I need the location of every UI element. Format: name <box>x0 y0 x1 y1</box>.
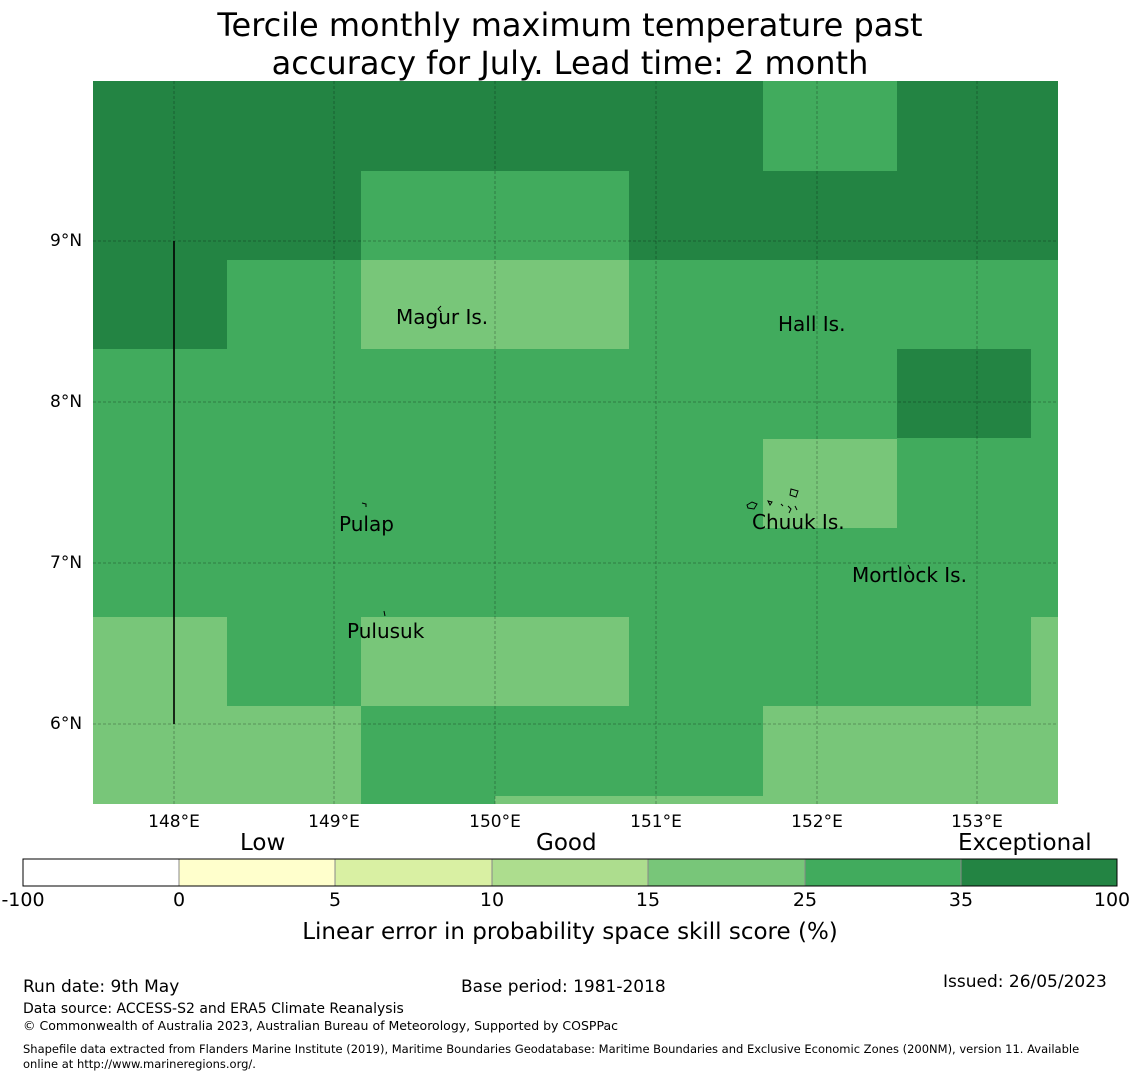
issued-date: Issued: 26/05/2023 <box>943 972 1107 992</box>
mortlock-island-shape <box>907 564 911 570</box>
skill-cells <box>93 81 1058 804</box>
lat-label-9n: 9°N <box>50 231 83 251</box>
colorbar-tick: 35 <box>948 889 974 911</box>
place-label-chuuk: Chuuk Is. <box>752 510 845 534</box>
colorbar-segment-2 <box>179 859 335 886</box>
colorbar-segment-4 <box>492 859 648 886</box>
base-period: Base period: 1981-2018 <box>461 977 666 997</box>
colorbar-segment-6 <box>805 859 961 886</box>
island-outlines <box>361 305 911 617</box>
category-exceptional: Exceptional <box>958 830 1092 856</box>
colorbar-tick: 10 <box>479 889 505 911</box>
cell-light <box>361 260 629 349</box>
shapefile-credit-2: online at http://www.marineregions.org/. <box>23 1057 256 1071</box>
lon-label-149e: 149°E <box>308 812 360 832</box>
chuuk-island-shape <box>746 488 799 514</box>
title-line-2: accuracy for July. Lead time: 2 month <box>271 44 869 82</box>
cell-light <box>495 796 763 804</box>
colorbar <box>22 858 1118 887</box>
colorbar-tick: 25 <box>792 889 818 911</box>
pulusuk-island-shape <box>383 610 386 617</box>
cell-exceptional <box>897 81 1058 260</box>
place-label-hall: Hall Is. <box>778 312 846 336</box>
colorbar-tick: -100 <box>1 889 45 911</box>
data-source: Data source: ACCESS-S2 and ERA5 Climate … <box>23 1001 404 1017</box>
pulap-island-shape <box>361 502 367 507</box>
colorbar-tick: 0 <box>172 889 186 911</box>
run-date: Run date: 9th May <box>23 977 180 997</box>
place-label-pulap: Pulap <box>339 512 394 536</box>
lat-label-7n: 7°N <box>50 553 83 573</box>
lon-label-151e: 151°E <box>630 812 682 832</box>
cell-light <box>763 706 1058 804</box>
colorbar-segment-5 <box>648 859 805 886</box>
cell-exceptional <box>93 81 361 260</box>
colorbar-title: Linear error in probability space skill … <box>302 919 838 945</box>
colorbar-segment-1 <box>23 859 179 886</box>
title-line-1: Tercile monthly maximum temperature past <box>217 6 923 44</box>
place-label-mortlock: Mortlock Is. <box>852 563 967 587</box>
lat-label-8n: 8°N <box>50 392 83 412</box>
cell-light <box>361 617 629 706</box>
cell-good <box>763 81 897 171</box>
cell-light <box>227 706 361 804</box>
cell-light <box>93 617 227 804</box>
lat-label-6n: 6°N <box>50 714 83 734</box>
colorbar-tick: 15 <box>635 889 661 911</box>
place-label-pulusuk: Pulusuk <box>347 619 425 643</box>
place-label-magur: Magur Is. <box>396 305 489 329</box>
colorbar-segment-3 <box>335 859 492 886</box>
cell-exceptional <box>763 171 897 260</box>
cell-exceptional <box>93 260 227 349</box>
lon-label-148e: 148°E <box>148 812 200 832</box>
category-good: Good <box>536 830 597 856</box>
category-low: Low <box>240 830 286 856</box>
colorbar-tick: 100 <box>1093 889 1131 911</box>
copyright: © Commonwealth of Australia 2023, Austra… <box>23 1018 618 1033</box>
lon-label-153e: 153°E <box>951 812 1003 832</box>
colorbar-frame <box>22 858 1118 887</box>
cell-light <box>763 439 897 528</box>
cell-light <box>1031 617 1058 706</box>
shapefile-credit-1: Shapefile data extracted from Flanders M… <box>23 1042 1080 1056</box>
cell-exceptional <box>629 81 763 260</box>
magur-island-shape <box>437 305 442 313</box>
cell-exceptional <box>361 81 629 171</box>
colorbar-tick: 5 <box>328 889 342 911</box>
chart-title: Tercile monthly maximum temperature past… <box>0 6 1140 82</box>
lon-label-150e: 150°E <box>469 812 521 832</box>
colorbar-segment-7 <box>961 859 1117 886</box>
cell-exceptional <box>897 349 1031 438</box>
lon-label-152e: 152°E <box>791 812 843 832</box>
